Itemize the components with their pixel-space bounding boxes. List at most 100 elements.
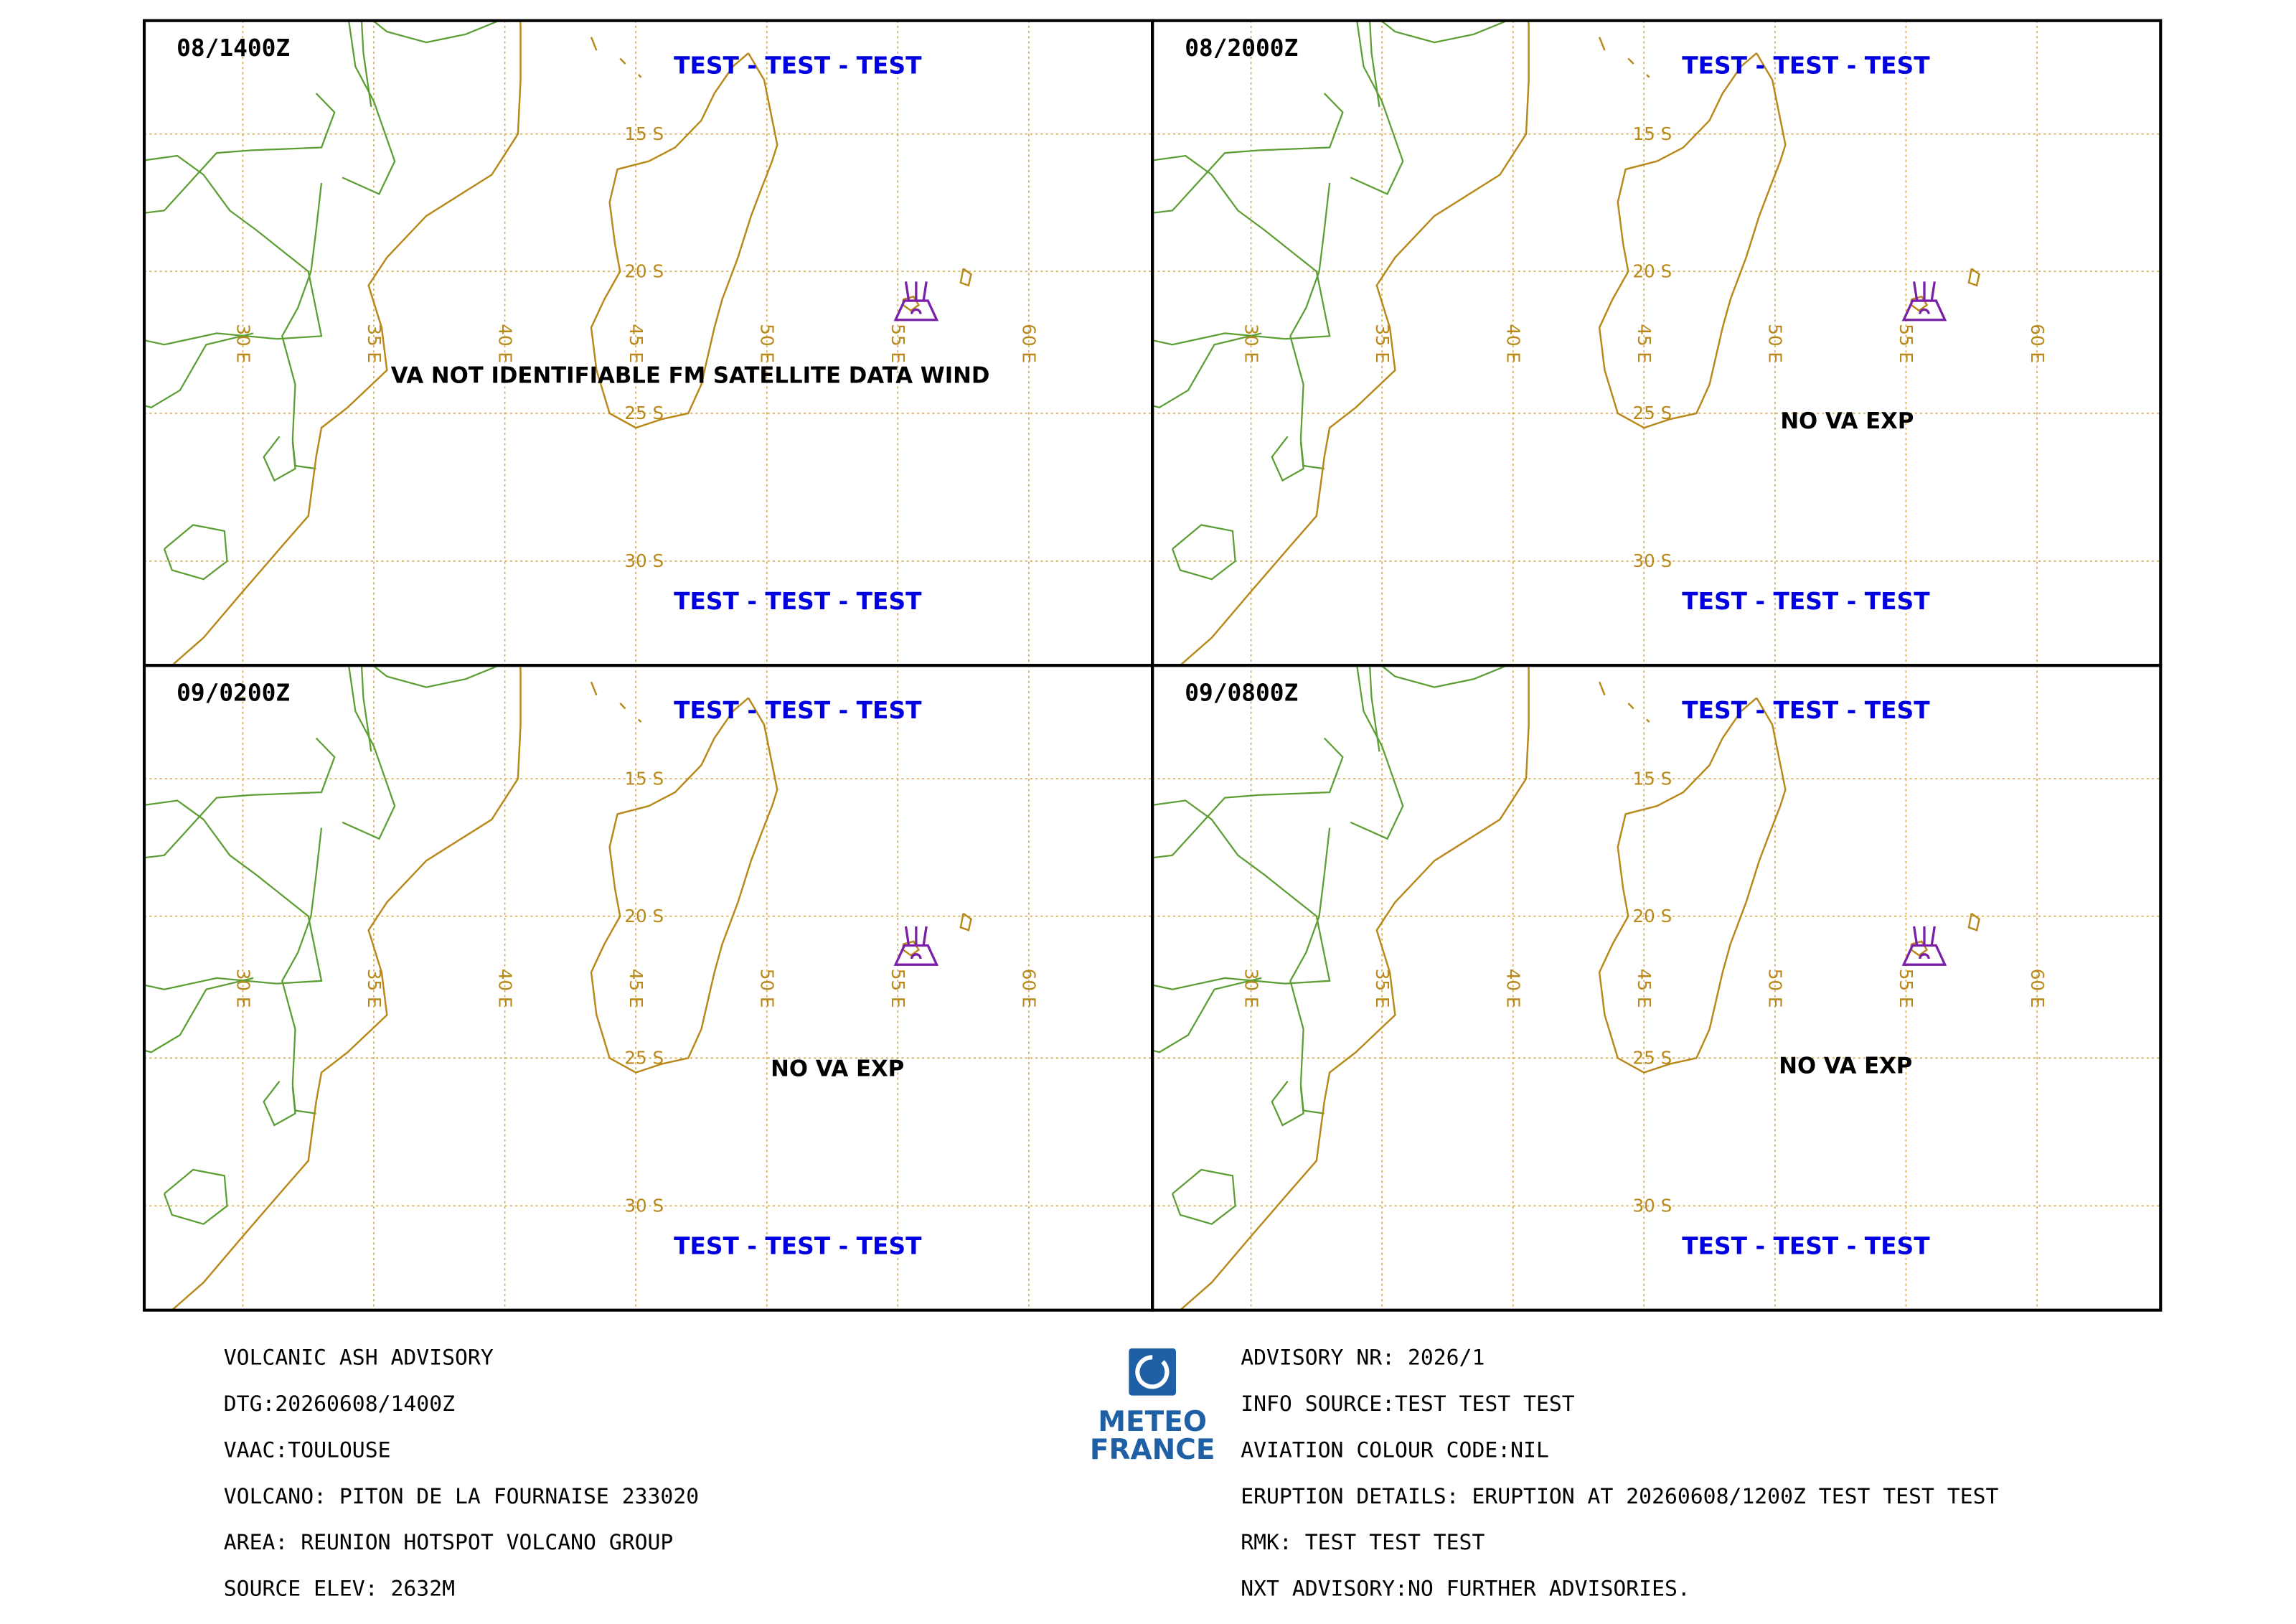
border — [144, 799, 323, 985]
border — [1152, 737, 1344, 859]
lat-label: 20 S — [624, 906, 664, 926]
lat-label: 20 S — [1632, 906, 1672, 926]
border — [1152, 977, 1262, 1053]
volcano-icon — [1901, 281, 1947, 321]
border — [1350, 665, 1404, 840]
border — [1350, 20, 1404, 195]
map-panel: 15 S 20 S 25 S 30 S 30 E 35 E 40 E 45 E 50 E 55 E… — [142, 19, 1154, 667]
coastline — [619, 703, 626, 710]
border — [342, 665, 396, 840]
map — [144, 665, 1153, 1310]
coastline — [1598, 37, 1606, 51]
advisory-line: AVIATION COLOUR CODE:NIL — [1241, 1437, 1549, 1463]
border — [1368, 20, 1380, 108]
border — [263, 1080, 296, 1127]
map — [144, 20, 1153, 666]
border — [163, 1168, 228, 1225]
border — [360, 20, 372, 108]
lon-label: 50 E — [757, 324, 778, 363]
lon-label: 50 E — [1765, 969, 1786, 1008]
advisory-line: AREA: REUNION HOTSPOT VOLCANO GROUP — [224, 1530, 674, 1555]
coastline — [637, 718, 642, 723]
coastline — [590, 681, 598, 696]
test-banner: TEST - TEST - TEST — [674, 52, 922, 80]
test-banner: TEST - TEST - TEST — [1682, 1233, 1930, 1260]
coastline — [590, 697, 778, 1074]
lat-label: 30 S — [624, 1196, 664, 1216]
border — [144, 332, 277, 346]
lon-label: 40 E — [1503, 969, 1524, 1008]
valid-time: 08/2000Z — [1185, 34, 1298, 62]
border — [1289, 827, 1331, 1114]
lon-label: 45 E — [1634, 969, 1655, 1008]
lat-label: 30 S — [1632, 550, 1672, 571]
coastline — [170, 20, 522, 666]
coastline — [959, 268, 972, 287]
lon-label: 30 E — [232, 969, 253, 1008]
volcano-plume — [1912, 926, 1936, 959]
border — [144, 332, 254, 409]
lat-label: 20 S — [1632, 261, 1672, 281]
advisory-text: VOLCANIC ASH ADVISORY DTG:20260608/1400Z V… — [224, 1346, 1999, 1602]
lat-label: 20 S — [624, 261, 664, 281]
valid-time: 09/0200Z — [177, 679, 290, 706]
border — [144, 737, 336, 859]
coastline — [637, 74, 642, 78]
lat-label: 15 S — [624, 123, 664, 144]
border — [1271, 436, 1304, 482]
map-panels: 15 S 20 S 25 S 30 S 30 E 35 E 40 E 45 E 50 E 55 E… — [142, 19, 2163, 1312]
border — [144, 977, 277, 990]
coastline — [1178, 20, 1530, 666]
map — [1152, 665, 2161, 1310]
volcano-icon — [893, 926, 939, 966]
coastline — [1646, 74, 1650, 78]
lon-label: 45 E — [626, 324, 646, 363]
test-banner: TEST - TEST - TEST — [674, 1233, 922, 1260]
border — [1152, 332, 1262, 409]
lat-label: 25 S — [624, 403, 664, 423]
border — [1152, 332, 1286, 346]
lon-label: 30 E — [1241, 969, 1261, 1008]
logo-text: FRANCE — [1090, 1434, 1215, 1466]
volcano-cone — [893, 944, 939, 966]
border — [144, 977, 254, 1053]
advisory-line: VAAC:TOULOUSE — [224, 1437, 391, 1463]
coastline — [1627, 703, 1634, 710]
lat-label: 30 S — [1632, 1196, 1672, 1216]
border — [1289, 182, 1331, 470]
lon-label: 60 E — [2027, 324, 2048, 363]
ash-message: NO VA EXP — [1779, 1053, 1912, 1079]
lon-label: 35 E — [364, 969, 385, 1008]
lon-label: 35 E — [1372, 969, 1393, 1008]
logo-swirl — [1135, 1355, 1170, 1389]
volcano-cone — [893, 299, 939, 321]
lon-label: 30 E — [232, 324, 253, 363]
lon-label: 60 E — [1019, 324, 1040, 363]
volcano-plume — [1912, 281, 1936, 314]
test-banner: TEST - TEST - TEST — [674, 697, 922, 724]
lon-label: 35 E — [1372, 324, 1393, 363]
advisory-line: VOLCANO: PITON DE LA FOURNAISE 233020 — [224, 1484, 699, 1509]
border — [1171, 524, 1236, 581]
valid-time: 08/1400Z — [177, 34, 290, 62]
border — [1368, 665, 1380, 752]
lon-label: 55 E — [888, 324, 908, 363]
coastline — [1598, 697, 1787, 1074]
advisory-line: INFO SOURCE:TEST TEST TEST — [1241, 1391, 1575, 1417]
coastline — [959, 912, 972, 931]
border — [1171, 1168, 1236, 1225]
border — [342, 20, 396, 195]
lon-label: 55 E — [1896, 324, 1916, 363]
border — [1271, 1080, 1304, 1127]
volcano-plume — [904, 281, 928, 314]
coastline — [1598, 681, 1606, 696]
border — [1152, 93, 1344, 214]
coastline — [1967, 268, 1980, 287]
coastline — [590, 52, 778, 429]
coastline — [619, 57, 626, 65]
lat-label: 30 S — [624, 550, 664, 571]
logo: METEO FRANCE — [1090, 1348, 1215, 1466]
lon-label: 45 E — [626, 969, 646, 1008]
lat-label: 15 S — [1632, 123, 1672, 144]
